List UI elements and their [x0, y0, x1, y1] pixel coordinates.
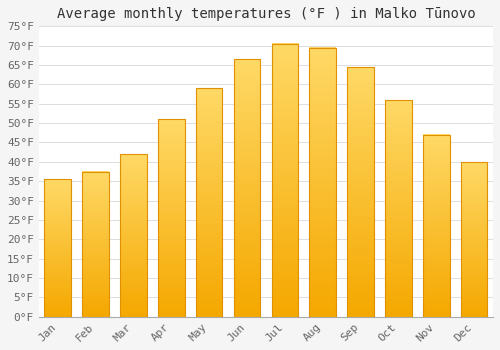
Bar: [120, 154, 146, 317]
Bar: [234, 59, 260, 317]
Bar: [272, 44, 298, 317]
Bar: [44, 179, 71, 317]
Bar: [461, 162, 487, 317]
Bar: [385, 100, 411, 317]
Bar: [310, 48, 336, 317]
Bar: [158, 119, 184, 317]
Bar: [348, 67, 374, 317]
Bar: [82, 172, 109, 317]
Bar: [423, 135, 450, 317]
Title: Average monthly temperatures (°F ) in Malko Tūnovo: Average monthly temperatures (°F ) in Ma…: [56, 7, 476, 21]
Bar: [196, 88, 222, 317]
